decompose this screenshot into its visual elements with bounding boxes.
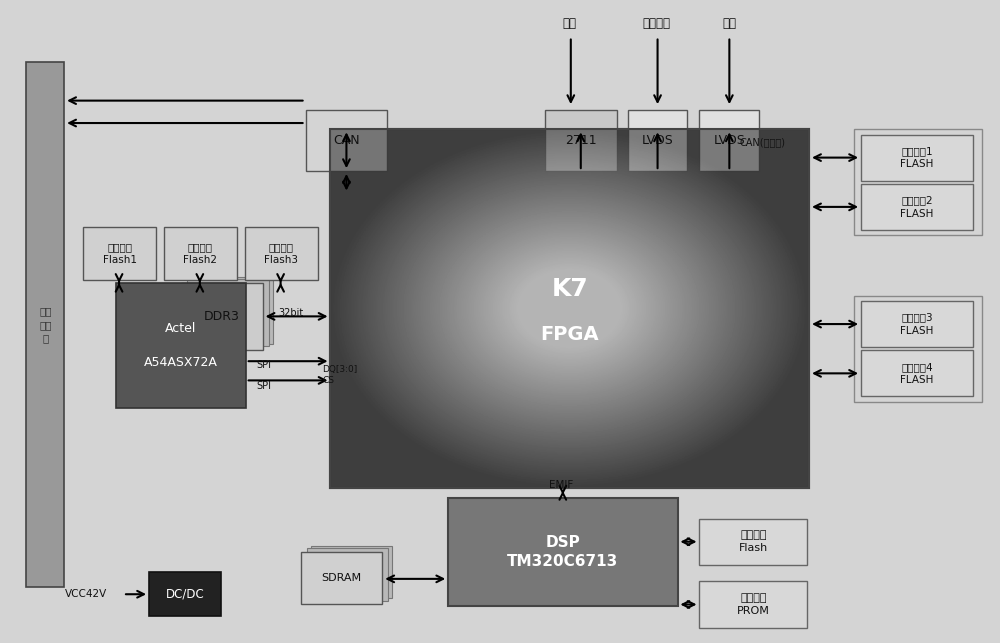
Bar <box>116 283 246 408</box>
Bar <box>699 110 759 171</box>
Bar <box>301 552 382 604</box>
Bar <box>181 283 263 350</box>
Text: 数据存储
Flash: 数据存储 Flash <box>739 530 768 554</box>
Text: SDRAM: SDRAM <box>321 573 362 583</box>
Text: 程序存储
PROM: 程序存储 PROM <box>737 593 770 616</box>
Text: 数据存储1
FLASH: 数据存储1 FLASH <box>900 146 934 169</box>
Bar <box>854 129 982 235</box>
Bar <box>628 110 687 171</box>
Text: 数据存储2
FLASH: 数据存储2 FLASH <box>900 195 934 219</box>
Bar <box>545 110 617 171</box>
Text: CS: CS <box>322 376 334 385</box>
Bar <box>448 498 678 606</box>
Bar <box>861 301 973 347</box>
Bar <box>245 228 318 280</box>
Text: 32bit: 32bit <box>279 308 304 318</box>
Text: 数据存储3
FLASH: 数据存储3 FLASH <box>900 312 934 336</box>
Text: 程序存储
Flash3: 程序存储 Flash3 <box>264 242 298 265</box>
Text: 2711: 2711 <box>565 134 597 147</box>
Bar <box>164 228 237 280</box>
Bar <box>311 545 392 598</box>
Text: SPI: SPI <box>257 381 272 390</box>
Text: DDR3: DDR3 <box>204 310 240 323</box>
Text: FPGA: FPGA <box>540 325 599 344</box>
Bar <box>854 296 982 401</box>
Bar <box>699 581 807 628</box>
Bar <box>861 350 973 396</box>
Text: CAN: CAN <box>333 134 360 147</box>
Text: VCC42V: VCC42V <box>65 588 107 599</box>
Bar <box>187 279 269 347</box>
Text: EMIF: EMIF <box>549 480 573 490</box>
Text: LVDS: LVDS <box>713 134 745 147</box>
Bar <box>83 228 156 280</box>
Text: 红外主份: 红外主份 <box>643 17 671 30</box>
Bar <box>330 129 809 488</box>
Text: K7: K7 <box>551 278 588 302</box>
Text: LVDS: LVDS <box>642 134 673 147</box>
Text: 微光: 微光 <box>563 17 577 30</box>
Bar <box>149 572 221 616</box>
Text: Actel

A54ASX72A: Actel A54ASX72A <box>144 322 218 369</box>
Text: 程序存储
Flash2: 程序存储 Flash2 <box>183 242 217 265</box>
Bar <box>699 519 807 565</box>
Text: DQ[3:0]: DQ[3:0] <box>322 365 358 374</box>
Text: 程序存储
Flash1: 程序存储 Flash1 <box>103 242 137 265</box>
Text: SPI: SPI <box>257 360 272 370</box>
Text: 数据存储4
FLASH: 数据存储4 FLASH <box>900 362 934 385</box>
Bar <box>306 110 387 171</box>
Bar <box>861 134 973 181</box>
Text: 切片: 切片 <box>722 17 736 30</box>
Bar <box>307 548 388 601</box>
Bar <box>861 184 973 230</box>
Bar <box>191 276 273 344</box>
Bar <box>330 129 809 488</box>
Text: DSP
TM320C6713: DSP TM320C6713 <box>507 534 618 570</box>
Bar <box>26 62 64 587</box>
Text: CAN(主、备): CAN(主、备) <box>739 137 785 147</box>
Text: DC/DC: DC/DC <box>166 588 204 601</box>
Text: 板间
连接
器: 板间 连接 器 <box>39 307 52 343</box>
